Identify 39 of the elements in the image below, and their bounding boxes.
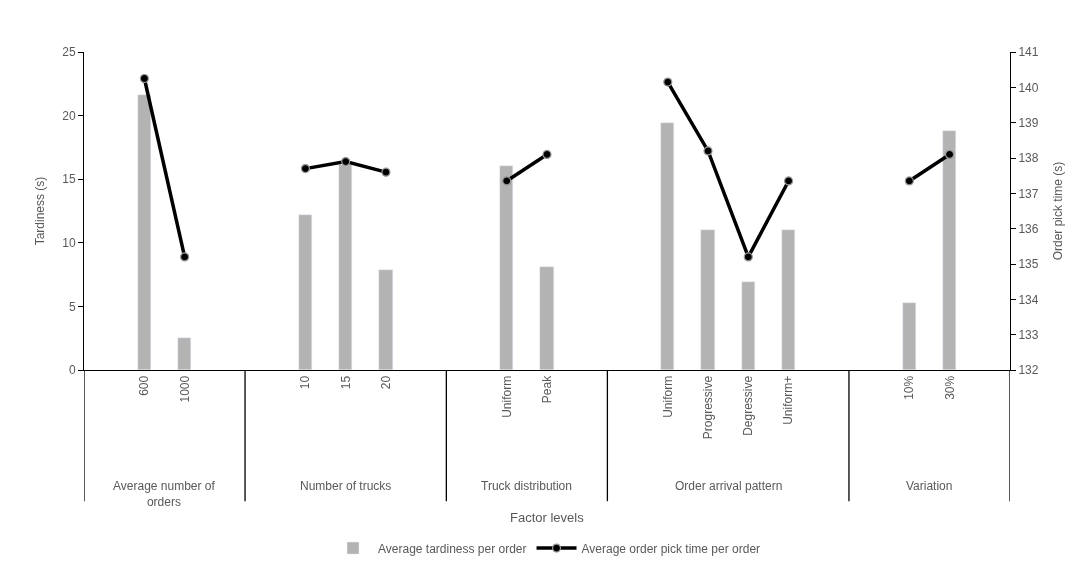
y2-axis-title: Order pick time (s) [1050,161,1065,261]
legend-label: Average order pick time per order [581,541,761,556]
text: Average number of orders [113,479,216,509]
x-tick-label: 30% [942,375,957,400]
y2-tick-label: 139 [1018,115,1039,130]
y2-tick-label: 138 [1018,151,1039,166]
text: Truck distribution [481,479,572,493]
x-tick-label: Uniform+ [781,375,796,425]
y-tick-label: 10 [62,236,76,250]
x-tick-label: 600 [137,375,152,396]
text: Number of trucks [300,479,392,493]
y-tick-label: 0 [68,363,76,378]
y2-tick-label: 140 [1018,80,1039,95]
y2-tick-label: 134 [1018,292,1039,307]
x-tick-label: Uniform [660,375,675,418]
y2-tick-label: 137 [1018,186,1039,201]
x-tick-label: 15 [338,375,353,390]
x-tick-label: Progressive [700,375,715,440]
y-tick-label: 15 [62,172,76,187]
text: Variation [906,479,953,493]
y2-tick-label: 135 [1018,257,1039,272]
y2-tick-label: 132 [1018,363,1039,378]
y-axis-title: Tardiness (s) [32,176,47,246]
x-tick-label: 1000 [177,375,192,403]
y2-tick-label: 136 [1018,221,1039,236]
y-tick-label: 5 [68,299,76,314]
y2-tick-label: 133 [1018,327,1039,342]
x-tick-label: 20 [378,375,393,390]
x-tick-label: Degressive [741,375,756,436]
legend-label: Average tardiness per order [378,541,527,556]
text: Order arrival pattern [675,479,783,493]
y-tick-label: 25 [62,45,76,60]
x-tick-label: Uniform [499,375,514,418]
x-tick-label: 10% [902,375,917,400]
y-tick-label: 20 [62,108,76,123]
x-tick-label: Peak [539,374,554,404]
x-tick-label: 10 [298,375,313,390]
y2-tick-label: 141 [1018,45,1039,60]
text: Factor levels [510,510,585,525]
